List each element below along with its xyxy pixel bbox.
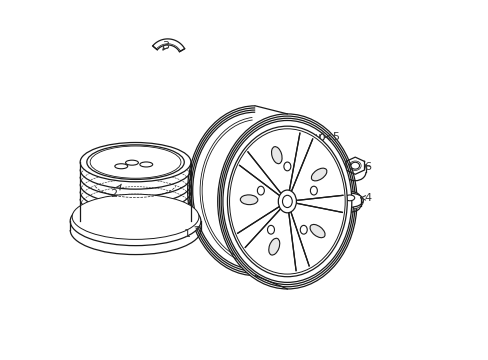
Ellipse shape (310, 186, 317, 195)
Ellipse shape (87, 145, 184, 179)
Ellipse shape (278, 190, 296, 213)
Polygon shape (289, 133, 312, 192)
Ellipse shape (339, 192, 360, 204)
Ellipse shape (282, 195, 292, 208)
Ellipse shape (309, 224, 325, 238)
Ellipse shape (300, 225, 306, 234)
Ellipse shape (125, 160, 138, 165)
Ellipse shape (223, 121, 351, 282)
Ellipse shape (217, 114, 356, 289)
Ellipse shape (336, 193, 363, 207)
Ellipse shape (267, 225, 274, 234)
Text: 3: 3 (162, 41, 169, 51)
Ellipse shape (240, 195, 257, 204)
Text: 4: 4 (360, 193, 370, 203)
Polygon shape (288, 211, 308, 271)
Ellipse shape (229, 129, 345, 274)
Text: 5: 5 (325, 132, 338, 142)
Ellipse shape (80, 143, 190, 182)
Ellipse shape (257, 186, 264, 195)
Ellipse shape (271, 147, 282, 164)
Ellipse shape (350, 162, 359, 169)
Ellipse shape (311, 168, 326, 181)
Ellipse shape (284, 162, 290, 171)
Ellipse shape (219, 116, 355, 287)
Ellipse shape (320, 134, 324, 140)
Polygon shape (152, 39, 184, 52)
Ellipse shape (72, 194, 199, 239)
Ellipse shape (300, 134, 304, 140)
Ellipse shape (140, 162, 152, 167)
Text: 2: 2 (110, 184, 121, 199)
Ellipse shape (90, 146, 181, 178)
Ellipse shape (227, 126, 346, 277)
Ellipse shape (115, 164, 127, 169)
Polygon shape (295, 195, 342, 212)
FancyBboxPatch shape (301, 133, 322, 141)
Ellipse shape (268, 238, 279, 255)
Ellipse shape (345, 195, 354, 201)
Ellipse shape (221, 118, 353, 284)
Polygon shape (239, 152, 281, 196)
Ellipse shape (70, 197, 201, 246)
Text: 6: 6 (364, 162, 370, 172)
Ellipse shape (336, 195, 363, 209)
Polygon shape (237, 206, 281, 247)
Text: 1: 1 (183, 226, 200, 239)
